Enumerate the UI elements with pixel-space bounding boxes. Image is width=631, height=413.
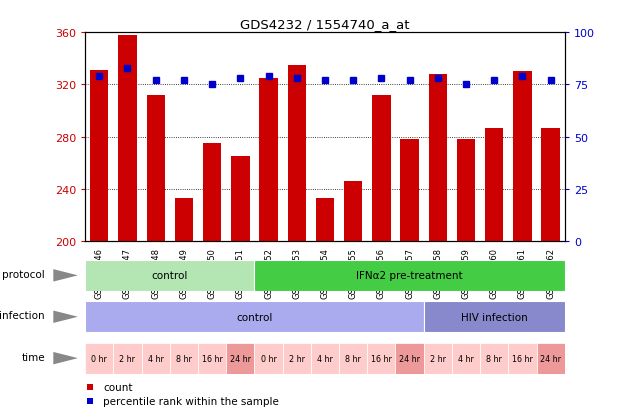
Text: 8 hr: 8 hr [176, 354, 192, 363]
Text: 16 hr: 16 hr [202, 354, 223, 363]
Bar [90, 71, 109, 242]
Bar [283, 343, 311, 374]
Bar [513, 72, 531, 242]
Bar [339, 343, 367, 374]
Bar [85, 301, 423, 332]
Bar [231, 157, 249, 242]
Bar [141, 343, 170, 374]
Bar [367, 343, 396, 374]
Bar [509, 343, 536, 374]
Text: infection: infection [0, 311, 45, 320]
Text: HIV infection: HIV infection [461, 312, 528, 322]
Text: 4 hr: 4 hr [458, 354, 474, 363]
Bar [146, 95, 165, 242]
Text: 0 hr: 0 hr [91, 354, 107, 363]
Bar [541, 128, 560, 242]
Bar [480, 343, 509, 374]
Bar [423, 343, 452, 374]
Bar [485, 128, 504, 242]
Text: 8 hr: 8 hr [345, 354, 361, 363]
Bar [227, 343, 254, 374]
Text: count: count [103, 382, 133, 392]
Text: control: control [151, 271, 188, 281]
Bar [311, 343, 339, 374]
Bar [203, 144, 221, 242]
Text: 2 hr: 2 hr [119, 354, 136, 363]
Bar [428, 75, 447, 242]
Bar [344, 182, 362, 242]
Bar [175, 199, 193, 242]
Bar [452, 343, 480, 374]
Bar [119, 36, 137, 242]
Text: 4 hr: 4 hr [148, 354, 163, 363]
Bar [254, 343, 283, 374]
Bar [316, 199, 334, 242]
Text: 4 hr: 4 hr [317, 354, 333, 363]
Text: 2 hr: 2 hr [289, 354, 305, 363]
Text: 24 hr: 24 hr [399, 354, 420, 363]
Bar [198, 343, 227, 374]
Text: protocol: protocol [3, 269, 45, 279]
Bar [372, 95, 391, 242]
Bar [85, 260, 254, 291]
Text: time: time [21, 352, 45, 362]
Bar [114, 343, 141, 374]
Polygon shape [53, 270, 78, 282]
Text: percentile rank within the sample: percentile rank within the sample [103, 396, 280, 406]
Text: 24 hr: 24 hr [230, 354, 251, 363]
Text: 8 hr: 8 hr [487, 354, 502, 363]
Text: 0 hr: 0 hr [261, 354, 276, 363]
Text: IFNα2 pre-treatment: IFNα2 pre-treatment [357, 271, 463, 281]
Polygon shape [53, 352, 78, 364]
Text: control: control [236, 312, 273, 322]
Polygon shape [53, 311, 78, 323]
Text: 16 hr: 16 hr [512, 354, 533, 363]
Bar [423, 301, 565, 332]
Bar [401, 140, 419, 242]
Bar [254, 260, 565, 291]
Title: GDS4232 / 1554740_a_at: GDS4232 / 1554740_a_at [240, 17, 410, 31]
Text: 16 hr: 16 hr [371, 354, 392, 363]
Bar [396, 343, 423, 374]
Bar [288, 66, 306, 242]
Bar [536, 343, 565, 374]
Bar [457, 140, 475, 242]
Bar [259, 78, 278, 242]
Text: 24 hr: 24 hr [540, 354, 561, 363]
Text: 2 hr: 2 hr [430, 354, 446, 363]
Bar [85, 343, 114, 374]
Bar [170, 343, 198, 374]
